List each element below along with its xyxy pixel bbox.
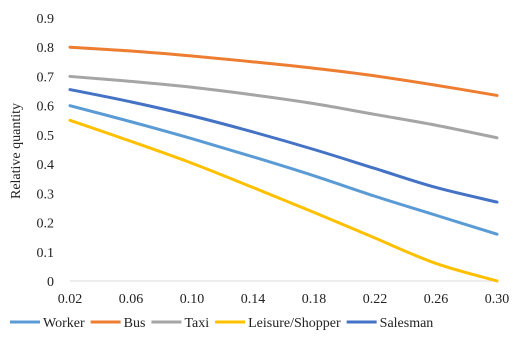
- legend-label-leisure-shopper: Leisure/Shopper: [248, 316, 341, 331]
- x-tick-label: 0.02: [58, 292, 83, 307]
- y-tick-label: 0: [47, 275, 54, 290]
- x-tick-label: 0.06: [119, 292, 144, 307]
- x-tick-label: 0.14: [241, 292, 266, 307]
- series-line-leisure-shopper: [68, 118, 499, 283]
- y-tick-label: 0.4: [37, 158, 55, 173]
- series-lines: [68, 45, 499, 283]
- legend: Worker Bus Taxi Leisure/Shopper Salesman: [10, 316, 433, 331]
- x-tick-label: 0.10: [180, 292, 205, 307]
- legend-label-bus: Bus: [124, 316, 146, 331]
- y-tick-labels: 0 0.1 0.2 0.3 0.4 0.5 0.6 0.7 0.8 0.9: [37, 12, 55, 290]
- y-tick-label: 0.3: [37, 187, 55, 202]
- series-line-worker: [68, 104, 499, 236]
- x-tick-labels: 0.02 0.06 0.10 0.14 0.18 0.22 0.26 0.30: [58, 292, 510, 307]
- series-line-taxi: [68, 74, 499, 140]
- y-axis-title-group: Relative quantity: [9, 103, 24, 199]
- legend-label-salesman: Salesman: [380, 316, 434, 331]
- y-tick-label: 0.1: [37, 246, 55, 261]
- y-tick-label: 0.8: [37, 41, 55, 56]
- y-axis-title: Relative quantity: [9, 103, 24, 199]
- x-tick-label: 0.26: [424, 292, 449, 307]
- y-tick-label: 0.5: [37, 129, 55, 144]
- y-tick-label: 0.2: [37, 217, 55, 232]
- legend-label-taxi: Taxi: [184, 316, 209, 331]
- x-tick-label: 0.30: [485, 292, 510, 307]
- series-line-bus: [68, 45, 499, 97]
- y-tick-label: 0.7: [37, 70, 55, 85]
- y-tick-label: 0.9: [37, 12, 55, 27]
- y-tick-label: 0.6: [37, 100, 55, 115]
- legend-label-worker: Worker: [43, 316, 85, 331]
- x-tick-label: 0.22: [363, 292, 388, 307]
- series-line-salesman: [68, 88, 499, 204]
- x-tick-label: 0.18: [302, 292, 327, 307]
